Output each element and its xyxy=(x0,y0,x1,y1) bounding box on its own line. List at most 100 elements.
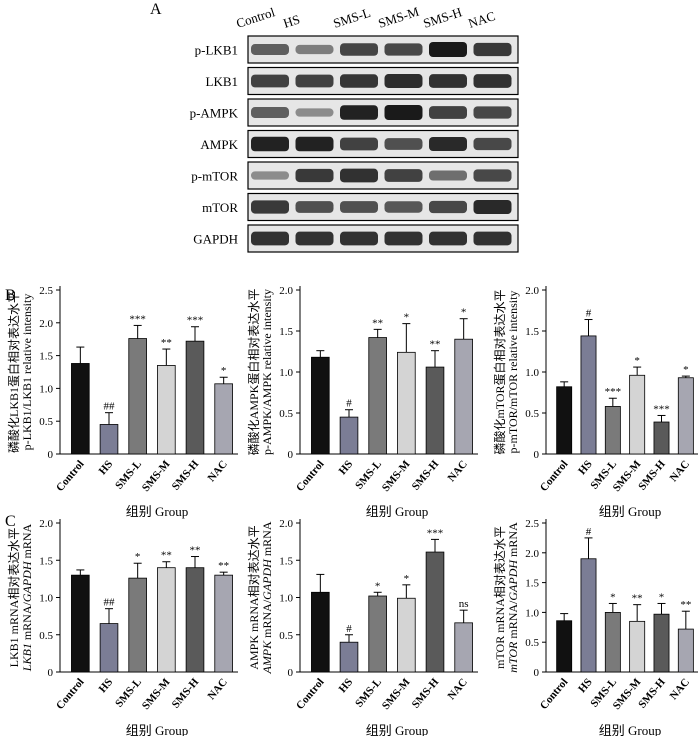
significance-label: ## xyxy=(104,597,116,609)
y-tick-label: 0.5 xyxy=(525,637,539,649)
x-axis-title: 组别 Group xyxy=(366,504,428,519)
wb-band xyxy=(429,106,467,119)
bar xyxy=(556,386,573,455)
wb-band xyxy=(295,136,334,152)
category-label: NAC xyxy=(205,676,230,702)
wb-band xyxy=(295,44,334,55)
category-label: SMS-H xyxy=(636,676,668,711)
y-axis-title-gene: LKB1 xyxy=(20,643,34,672)
significance-label: *** xyxy=(427,527,444,539)
bar xyxy=(311,356,330,455)
wb-band xyxy=(251,231,289,246)
significance-label: * xyxy=(404,312,410,324)
significance-label: # xyxy=(346,398,352,410)
bar xyxy=(604,612,621,673)
wb-strip xyxy=(247,161,519,190)
category-label: NAC xyxy=(668,676,693,702)
x-axis-title: 组别 Group xyxy=(126,504,188,519)
bar xyxy=(368,595,387,673)
significance-label: ** xyxy=(190,545,201,557)
bar xyxy=(157,567,176,673)
y-tick-label: 0.5 xyxy=(525,408,539,420)
y-axis-title-cn: 磷酸化AMPK蛋白相对表达水平 xyxy=(246,289,261,456)
y-tick-label: 2.0 xyxy=(279,285,293,297)
bar xyxy=(629,374,646,455)
bar xyxy=(629,620,646,673)
wb-band xyxy=(473,231,512,246)
y-axis-title-text: p-AMPK/AMPK relative intensity xyxy=(260,289,274,455)
category-label: Control xyxy=(538,458,571,494)
wb-band xyxy=(429,42,467,57)
y-axis-title-gene: AMPK xyxy=(260,640,274,675)
wb-row-label: GAPDH xyxy=(193,232,238,247)
significance-label: *** xyxy=(653,403,670,415)
y-axis-title-tail: mRNA xyxy=(20,523,34,561)
wb-band xyxy=(340,168,378,183)
significance-label: ** xyxy=(430,339,441,351)
bar-chart-4: 00.51.01.52.0Control##HS*SMS-L**SMS-M**S… xyxy=(7,518,238,736)
significance-label: ** xyxy=(372,317,383,329)
wb-band xyxy=(340,74,378,88)
bar-charts: 00.51.01.52.02.5Control##HS***SMS-L**SMS… xyxy=(6,285,698,736)
wb-row-label: LKB1 xyxy=(206,74,239,89)
y-axis-title-cn: LKB1 mRNA相对表达水平 xyxy=(7,528,21,668)
y-tick-label: 0.5 xyxy=(39,416,53,428)
y-axis-title-gene: mTOR xyxy=(506,641,520,673)
wb-row-label: AMPK xyxy=(200,137,238,152)
y-axis-title: LKB1 mRNA/GAPDH mRNA xyxy=(20,523,34,672)
significance-label: ** xyxy=(632,593,643,605)
y-tick-label: 2.5 xyxy=(39,285,53,297)
bar xyxy=(425,366,445,455)
bar xyxy=(157,365,176,455)
wb-row-label: p-AMPK xyxy=(190,106,239,121)
bar xyxy=(677,628,694,673)
y-axis-title: p-AMPK/AMPK relative intensity xyxy=(260,289,274,455)
category-label: HS xyxy=(576,458,595,477)
wb-band xyxy=(340,137,378,151)
bar xyxy=(339,416,359,455)
y-tick-label: 0 xyxy=(534,449,540,461)
bar xyxy=(71,574,90,673)
y-axis-title-cn: 磷酸化LKB1蛋白相对表达水平 xyxy=(6,291,21,453)
bar xyxy=(185,567,205,673)
significance-label: *** xyxy=(605,386,622,398)
significance-label: * xyxy=(610,591,616,603)
y-axis-title-ref: GAPDH xyxy=(20,560,34,602)
category-label: Control xyxy=(538,676,571,712)
bar xyxy=(99,424,119,455)
category-label: HS xyxy=(97,676,116,695)
y-tick-label: 0 xyxy=(288,667,294,679)
category-label: HS xyxy=(576,676,595,695)
wb-band xyxy=(251,200,289,214)
y-tick-label: 1.0 xyxy=(39,593,53,605)
category-label: NAC xyxy=(445,458,470,484)
significance-label: * xyxy=(683,364,689,376)
wb-lane-label: HS xyxy=(281,11,301,30)
bar-chart-5: 00.51.01.52.0Control#HS*SMS-L*SMS-M***SM… xyxy=(247,518,478,736)
bar xyxy=(677,377,694,455)
wb-band xyxy=(429,231,467,246)
y-axis-title-mid: mRNA/ xyxy=(506,600,520,642)
wb-band xyxy=(384,201,423,213)
wb-row-label: mTOR xyxy=(202,200,238,215)
y-axis-title-tail: mRNA xyxy=(260,521,274,559)
wb-band xyxy=(429,74,467,88)
y-tick-label: 2.0 xyxy=(525,548,539,560)
wb-row-label: p-LKB1 xyxy=(195,43,238,58)
significance-label: # xyxy=(586,308,592,320)
wb-strip xyxy=(247,192,519,222)
y-tick-label: 0 xyxy=(48,449,54,461)
significance-label: * xyxy=(221,365,227,377)
bar xyxy=(454,622,473,673)
bar xyxy=(99,623,119,673)
y-axis-title-mid: mRNA/ xyxy=(260,599,274,641)
bar xyxy=(368,337,387,455)
bar xyxy=(604,406,621,455)
category-label: HS xyxy=(337,458,356,477)
y-axis-title-cn: AMPK mRNA相对表达水平 xyxy=(247,525,261,669)
y-axis-title: AMPK mRNA/GAPDH mRNA xyxy=(260,521,274,674)
wb-band xyxy=(340,43,378,56)
bar xyxy=(185,340,205,455)
bar-chart-1: 00.51.01.52.02.5Control##HS***SMS-L**SMS… xyxy=(6,285,238,519)
